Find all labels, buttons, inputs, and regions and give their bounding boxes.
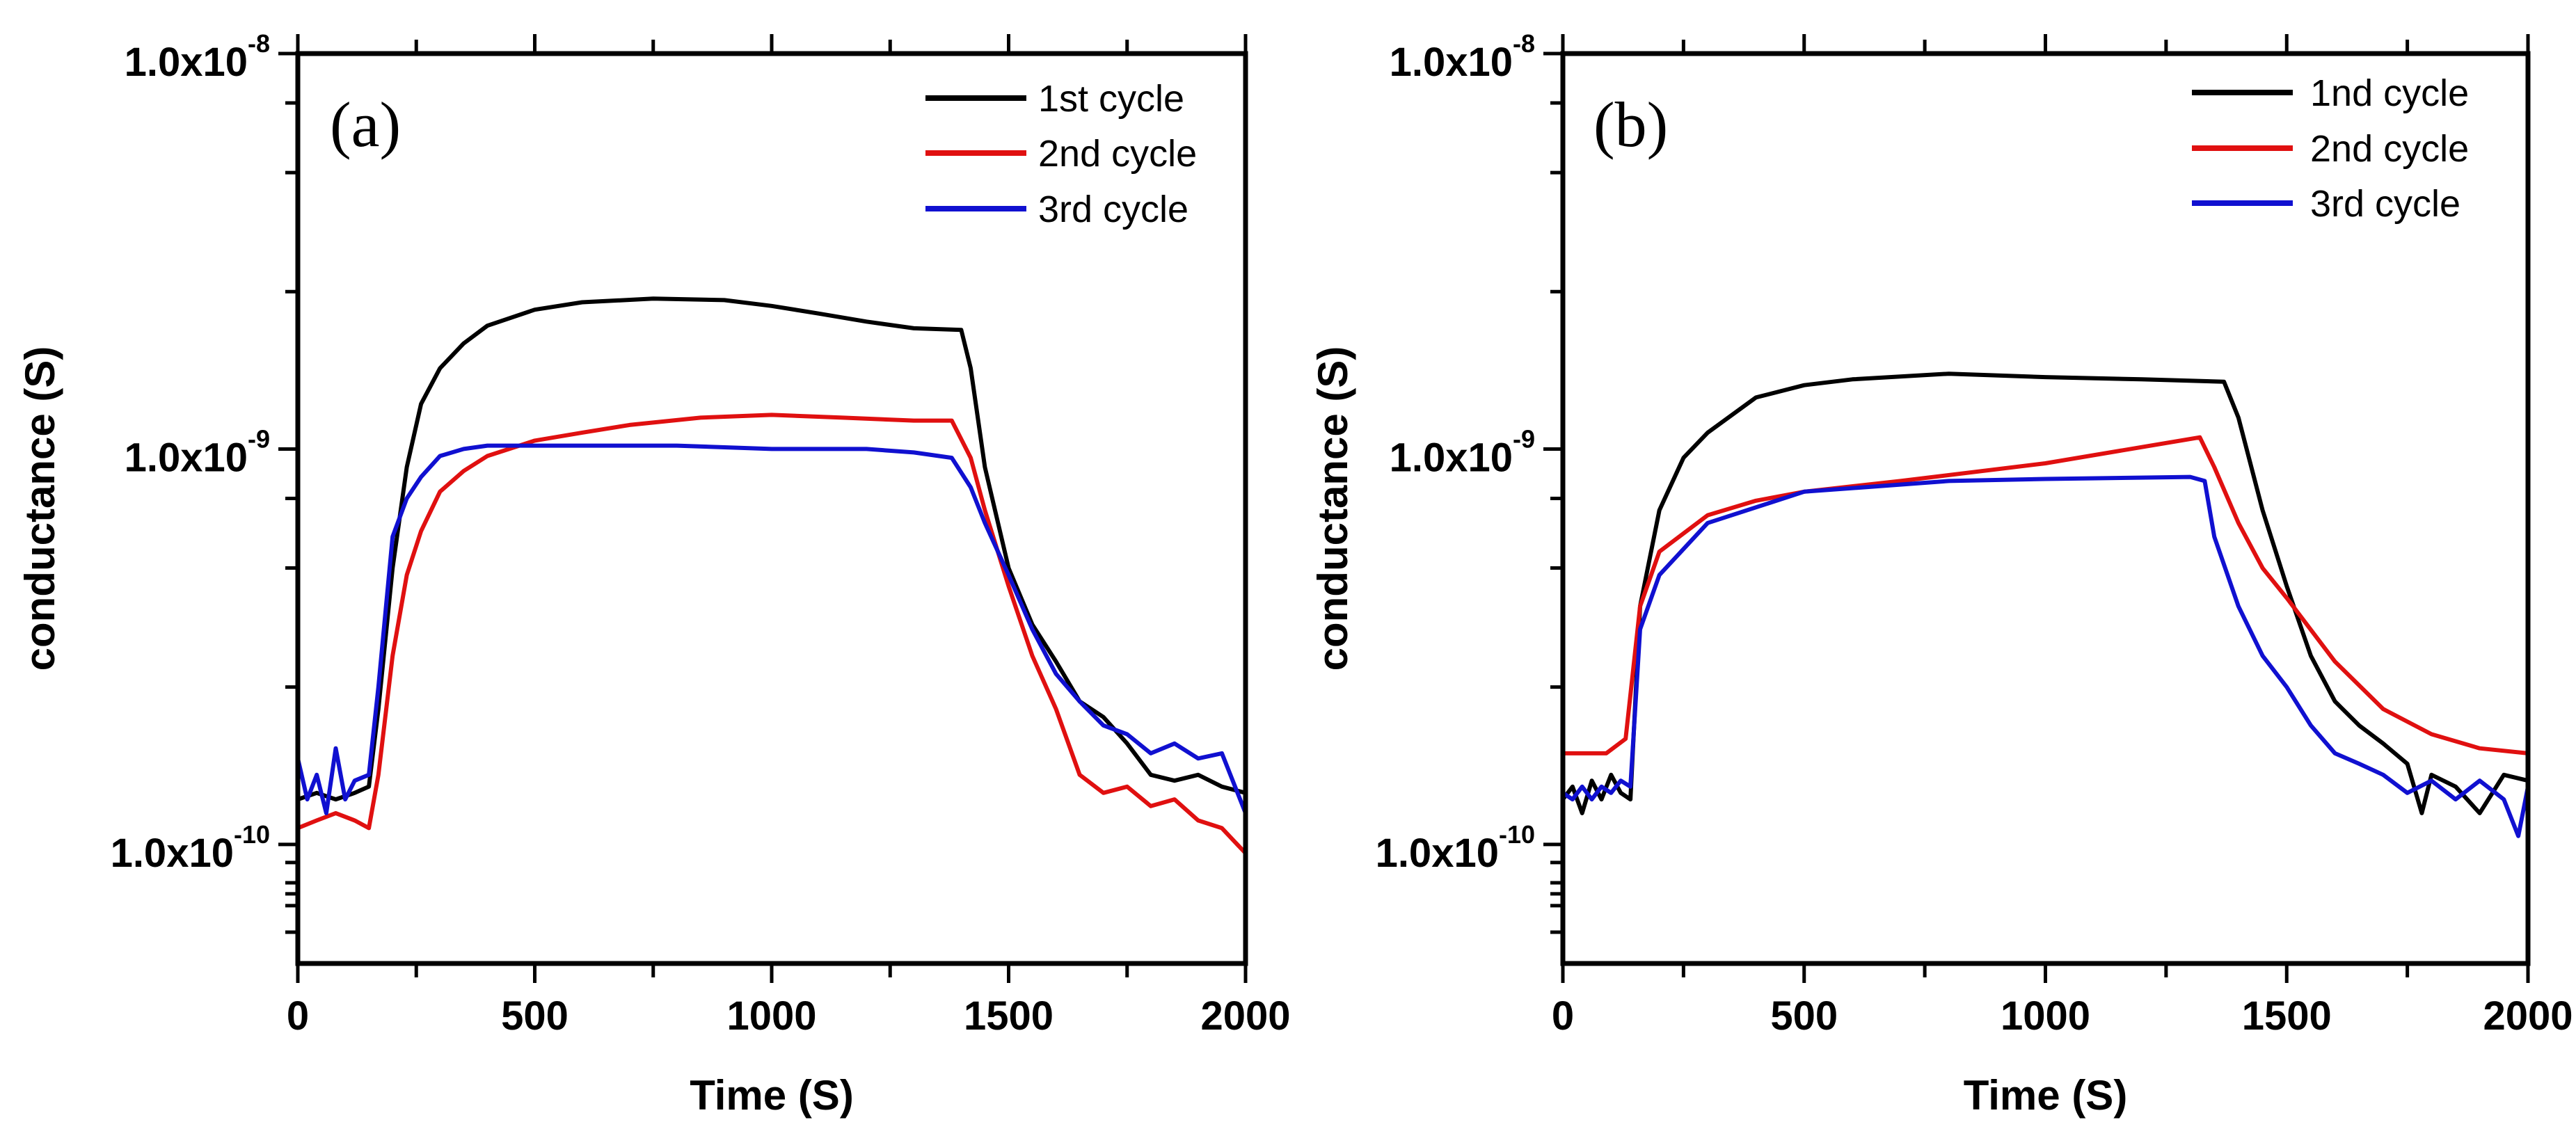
y-axis-title: conductance (S) (1310, 346, 1356, 671)
series-line-3 (296, 443, 1248, 815)
legend-label-3: 3rd cycle (2310, 183, 2460, 225)
y-tick-label: 1.0x10-8 (1390, 29, 1535, 85)
y-tick-label-exponent: -9 (1513, 424, 1535, 453)
series-line-1 (1561, 371, 2529, 815)
x-tick-label: 500 (1770, 993, 1838, 1039)
legend-label-2: 2nd cycle (2310, 128, 2469, 170)
y-tick-label-base: 1.0x10 (1376, 831, 1499, 876)
y-axis-title: conductance (S) (17, 346, 63, 671)
panel-label: (a) (330, 89, 401, 160)
x-tick-label: 1000 (726, 993, 816, 1039)
x-tick-label: 1500 (964, 993, 1054, 1039)
y-tick-label-exponent: -8 (248, 29, 270, 58)
y-tick-label-exponent: -8 (1513, 29, 1535, 58)
x-axis-title: Time (S) (1964, 1072, 2128, 1119)
legend-label-1: 1st cycle (1038, 78, 1184, 120)
x-tick-label: 1500 (2242, 993, 2332, 1039)
y-tick-label-base: 1.0x10 (125, 435, 248, 480)
x-tick-label: 500 (501, 993, 569, 1039)
panel-a: 0 500 1000 1500 20001.0x10-101.0x10-91.0x10-… (17, 29, 1291, 1119)
x-tick-label: 2000 (2483, 993, 2573, 1039)
x-tick-label: 1000 (2001, 993, 2090, 1039)
legend-label-2: 2nd cycle (1038, 133, 1197, 175)
x-tick-label: 0 (287, 993, 309, 1039)
y-tick-label-base: 1.0x10 (1390, 40, 1513, 85)
y-tick-label: 1.0x10-10 (1376, 820, 1535, 876)
y-tick-label-base: 1.0x10 (111, 831, 234, 876)
y-tick-label-exponent: -10 (234, 820, 270, 849)
y-tick-label-base: 1.0x10 (125, 40, 248, 85)
series-line-2 (1563, 435, 2529, 755)
x-axis-title: Time (S) (690, 1072, 854, 1119)
y-tick-label-exponent: -10 (1499, 820, 1535, 849)
y-tick-label: 1.0x10-9 (1390, 424, 1535, 480)
y-tick-label-exponent: -9 (248, 424, 270, 453)
x-tick-label: 2000 (1200, 993, 1290, 1039)
series-line-2 (296, 413, 1248, 855)
legend-label-1: 1nd cycle (2310, 72, 2469, 114)
panel-label: (b) (1593, 89, 1668, 160)
series-line-3 (1561, 474, 2530, 838)
y-tick-label-base: 1.0x10 (1390, 435, 1513, 480)
y-tick-label: 1.0x10-10 (111, 820, 270, 876)
y-tick-label: 1.0x10-8 (125, 29, 270, 85)
panel-b: 0 500 1000 1500 20001.0x10-101.0x10-91.0x10-… (1310, 29, 2573, 1119)
legend-label-3: 3rd cycle (1038, 189, 1188, 230)
y-tick-label: 1.0x10-9 (125, 424, 270, 480)
x-tick-label: 0 (1552, 993, 1574, 1039)
